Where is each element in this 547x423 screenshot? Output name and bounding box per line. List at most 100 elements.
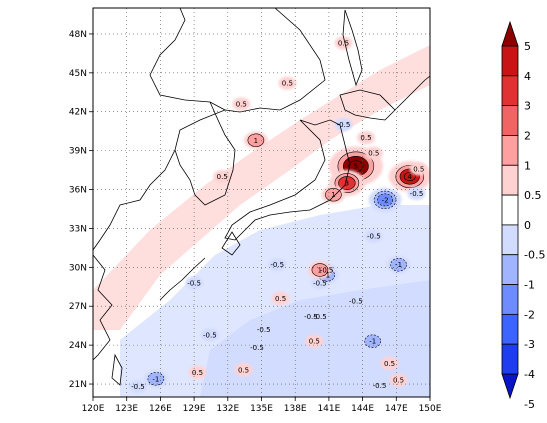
x-tick-label: 126E	[149, 404, 172, 414]
contour-label: 0.5	[275, 295, 286, 303]
contour-label: -1	[152, 375, 159, 383]
colorbar: 5 4 3 2 1 0.5 0 -0.5 -1 -2 -3 -4 -5	[501, 20, 545, 411]
anomaly-cell-outer	[380, 356, 399, 370]
y-tick-label: 21N	[69, 380, 87, 390]
anomaly-cell-core	[364, 334, 382, 348]
colorbar-label: -2	[524, 308, 535, 321]
colorbar-segment	[501, 194, 519, 226]
contour-label: -0.5	[320, 266, 334, 274]
coast-taiwan	[111, 353, 123, 386]
anomaly-cell	[364, 146, 383, 160]
contour-label: -0.5	[187, 279, 201, 287]
anomaly-cell-outer	[407, 186, 426, 201]
anomaly-cell-outer	[389, 373, 408, 387]
anomaly-cell	[364, 229, 383, 243]
anomaly-cell	[305, 334, 324, 348]
lat-lon-gridlines	[93, 8, 430, 397]
anomaly-cell	[243, 131, 268, 150]
anomaly-cell	[360, 332, 385, 351]
coast-kuril	[394, 75, 430, 111]
contour-label: -0.5	[250, 344, 264, 352]
contour-label: 0.5	[236, 100, 247, 108]
x-tick-label: 147E	[385, 404, 408, 414]
x-tick-label: 138E	[284, 404, 307, 414]
anomaly-cell-outer	[334, 118, 353, 132]
contour-label: -0.5	[373, 382, 387, 390]
contour-label: -0.5	[270, 261, 284, 269]
anomaly-cell	[200, 328, 219, 342]
anomaly-cell-outer	[356, 131, 375, 145]
contour-label: 1	[254, 137, 258, 145]
x-tick-label: 141E	[317, 404, 340, 414]
coast-russia-east	[180, 8, 326, 113]
y-tick-label: 27N	[69, 302, 87, 312]
anomaly-cell-outer	[334, 36, 353, 50]
contour-label: -0.5	[410, 190, 424, 198]
anomaly-cell-peak	[377, 193, 394, 207]
anomaly-cell-outer	[254, 322, 273, 337]
colorbar-extend-max	[501, 20, 519, 47]
contour-label: 0.5	[360, 134, 371, 142]
contour-label: -0.5	[337, 121, 351, 129]
anomaly-cell-outer	[232, 97, 251, 111]
contour-labels: 531-240.50.50.50.50.5-0.50.50.51-0.5-0.5…	[131, 40, 424, 392]
coast-ryukyu	[159, 257, 206, 301]
anomaly-cell-core	[311, 263, 329, 277]
anomaly-cell	[334, 118, 353, 132]
anomaly-cell	[188, 365, 207, 379]
colorbar-extend-min	[501, 373, 519, 400]
contour-label: -2	[382, 196, 389, 204]
contour-label: -0.5	[367, 233, 381, 241]
anomaly-cell-outer	[268, 258, 287, 272]
y-tick-label: 24N	[69, 341, 87, 351]
x-tick-label: 135E	[250, 404, 273, 414]
contour-label: -1	[323, 272, 330, 280]
anomaly-cell	[368, 187, 402, 213]
contour-label: 0.5	[192, 369, 203, 377]
contour-label: 0.5	[413, 165, 424, 173]
colorbar-segment	[501, 343, 519, 375]
coast-hokkaido	[339, 89, 396, 121]
anomaly-cell	[380, 356, 399, 370]
field-band-warm	[93, 45, 430, 330]
anomaly-cell-outer	[213, 169, 232, 184]
contour-label: -0.5	[203, 331, 217, 339]
anomaly-cell-outer	[346, 294, 365, 308]
colorbar-segment	[501, 254, 519, 285]
coast-korea	[174, 101, 236, 206]
contour-label: 1	[331, 191, 335, 199]
anomaly-cell	[356, 131, 375, 145]
contour-label: -1	[369, 338, 376, 346]
anomaly-cell-outer	[128, 380, 147, 394]
y-tick-label: 39N	[69, 147, 87, 157]
anomaly-cell-max	[348, 160, 364, 172]
anomaly-cell	[254, 322, 273, 337]
contour-label: 3	[345, 180, 349, 188]
colorbar-segment	[501, 313, 519, 345]
coastlines	[93, 8, 430, 386]
colorbar-segment	[501, 224, 519, 256]
contour-label: -0.5	[304, 313, 318, 321]
colorbar-segment	[501, 45, 519, 77]
colorbar-label: 3	[524, 100, 531, 113]
anomaly-cell	[334, 36, 353, 50]
colorbar-segment	[501, 75, 519, 107]
coast-kyushu	[221, 231, 241, 256]
anomaly-cell	[407, 186, 426, 201]
anomaly-cell	[307, 261, 332, 279]
anomaly-cell-outer	[370, 378, 389, 392]
colorbar-label: 4	[524, 70, 531, 83]
x-tick-label: 132E	[216, 404, 239, 414]
anomaly-cell-outer	[364, 229, 383, 243]
anomaly-cell-outer	[200, 328, 219, 342]
y-axis-ticks: 21N 24N 27N 30N 33N 36N 39N 42N 45N 48N	[69, 30, 93, 390]
anomaly-cell	[278, 76, 297, 90]
contour-label: 0.5	[338, 40, 349, 48]
anomaly-cell-core	[390, 258, 407, 272]
colorbar-segment	[501, 105, 519, 136]
x-tick-label: 150E	[419, 404, 442, 414]
coast-china-south	[93, 254, 113, 361]
contour-label: 5	[354, 163, 358, 171]
colorbar-label: -4	[524, 368, 535, 381]
